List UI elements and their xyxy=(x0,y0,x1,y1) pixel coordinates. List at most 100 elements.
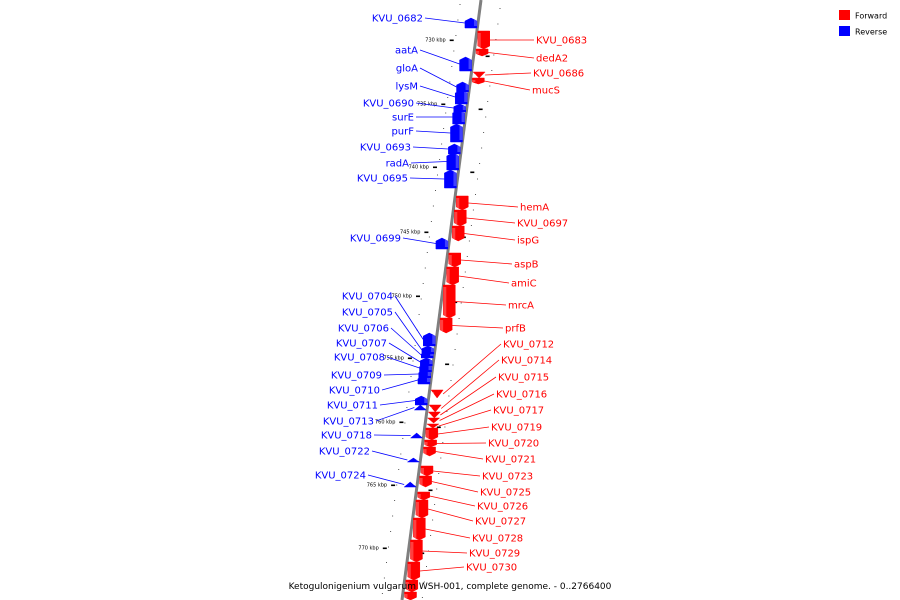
gene-label-forward[interactable]: hemA xyxy=(520,203,549,214)
gene-label-reverse[interactable]: KVU_0724 xyxy=(315,471,366,482)
gene-arrow[interactable] xyxy=(446,152,459,171)
gene-arrow[interactable] xyxy=(406,457,421,463)
gene-label-forward[interactable]: dedA2 xyxy=(536,54,568,65)
gene-label-forward[interactable]: mrcA xyxy=(508,301,534,312)
gene-label-forward[interactable]: KVU_0715 xyxy=(498,373,549,384)
gene-label-forward[interactable]: KVU_0716 xyxy=(496,390,547,401)
gene-label-reverse[interactable]: KVU_0695 xyxy=(357,174,408,185)
gene-label-forward[interactable]: aspB xyxy=(514,260,539,271)
gene-arrow[interactable] xyxy=(452,109,465,125)
gene-arrow[interactable] xyxy=(453,103,467,113)
gene-label-forward[interactable]: KVU_0727 xyxy=(475,517,526,528)
gene-arrow[interactable] xyxy=(454,89,468,105)
gene-arrow[interactable] xyxy=(407,561,421,581)
gene-label-forward[interactable]: prfB xyxy=(505,324,526,335)
gene-arrow[interactable] xyxy=(426,417,441,424)
gene-label-reverse[interactable]: KVU_0713 xyxy=(323,417,374,428)
gene-label-forward[interactable]: KVU_0720 xyxy=(488,439,539,450)
gene-label-forward[interactable]: KVU_0697 xyxy=(517,219,568,230)
gene-arrow[interactable] xyxy=(430,389,444,399)
gene-arrow[interactable] xyxy=(421,345,435,355)
gene-arrow[interactable] xyxy=(419,475,432,488)
gene-arrow[interactable] xyxy=(451,225,465,242)
gene-arrow[interactable] xyxy=(424,439,437,448)
gene-label-forward[interactable]: KVU_0728 xyxy=(472,534,523,545)
gene-label-reverse[interactable]: KVU_0709 xyxy=(331,371,382,382)
gene-arrow[interactable] xyxy=(420,465,434,477)
gene-arrow[interactable] xyxy=(439,317,453,334)
gene-arrow[interactable] xyxy=(415,499,429,519)
gene-label-reverse[interactable]: KVU_0710 xyxy=(329,386,380,397)
gene-label-reverse[interactable]: KVU_0711 xyxy=(327,401,378,412)
gene-arrow[interactable] xyxy=(443,284,456,319)
gene-arrow[interactable] xyxy=(418,369,431,379)
gene-arrow[interactable] xyxy=(472,77,485,85)
gene-arrow[interactable] xyxy=(454,209,467,227)
gene-arrow[interactable] xyxy=(464,17,478,29)
gene-label-reverse[interactable]: KVU_0682 xyxy=(372,14,423,25)
gene-arrow[interactable] xyxy=(477,30,490,50)
gene-label-reverse[interactable]: surE xyxy=(392,113,414,124)
gene-label-forward[interactable]: KVU_0683 xyxy=(536,36,587,47)
gene-arrow[interactable] xyxy=(446,266,459,286)
gene-arrow[interactable] xyxy=(413,404,428,411)
gene-arrow[interactable] xyxy=(428,404,442,413)
gene-arrow[interactable] xyxy=(475,48,489,57)
gene-label-reverse[interactable]: KVU_0722 xyxy=(319,447,370,458)
gene-label-reverse[interactable]: KVU_0708 xyxy=(334,353,385,364)
gene-arrow[interactable] xyxy=(409,432,424,439)
gene-label-reverse[interactable]: aatA xyxy=(395,46,418,57)
gene-label-forward[interactable]: KVU_0725 xyxy=(480,488,531,499)
gene-label-reverse[interactable]: KVU_0707 xyxy=(336,339,387,350)
gene-label-forward[interactable]: KVU_0719 xyxy=(491,423,542,434)
gene-arrow[interactable] xyxy=(403,481,417,488)
gene-arrow[interactable] xyxy=(448,252,462,268)
gene-label-forward[interactable]: amiC xyxy=(511,279,537,290)
gene-arrow[interactable] xyxy=(417,491,430,501)
gene-arrow[interactable] xyxy=(425,427,439,441)
gene-arrow[interactable] xyxy=(426,423,440,429)
gene-label-forward[interactable]: KVU_0717 xyxy=(493,406,544,417)
gene-arrow[interactable] xyxy=(423,446,436,457)
gene-arrow[interactable] xyxy=(448,143,461,155)
gene-label-forward[interactable]: KVU_0730 xyxy=(466,563,517,574)
gene-arrow[interactable] xyxy=(456,195,469,211)
gene-label-forward[interactable]: ispG xyxy=(517,236,539,247)
gene-arrow[interactable] xyxy=(410,539,423,563)
gene-arrow[interactable] xyxy=(417,375,431,385)
gene-arrow[interactable] xyxy=(435,237,449,250)
gene-label-forward[interactable]: KVU_0714 xyxy=(501,356,552,367)
gene-label-reverse[interactable]: KVU_0704 xyxy=(342,292,393,303)
gene-arrow[interactable] xyxy=(427,411,441,419)
gene-label-forward[interactable]: KVU_0686 xyxy=(533,69,584,80)
gene-arrow[interactable] xyxy=(413,517,426,541)
gene-label-reverse[interactable]: gloA xyxy=(396,64,418,75)
gene-label-forward[interactable]: KVU_0726 xyxy=(477,502,528,513)
gene-arrow[interactable] xyxy=(423,332,436,347)
gene-label-reverse[interactable]: KVU_0705 xyxy=(342,308,393,319)
gene-label-forward[interactable]: KVU_0712 xyxy=(503,340,554,351)
gene-arrow[interactable] xyxy=(456,81,469,93)
gene-label-reverse[interactable]: KVU_0718 xyxy=(321,431,372,442)
gene-label-reverse[interactable]: purF xyxy=(391,127,414,138)
gene-arrow[interactable] xyxy=(419,363,432,373)
gene-arrow[interactable] xyxy=(450,123,463,143)
gene-label-forward[interactable]: mucS xyxy=(532,86,560,97)
gene-label-reverse[interactable]: KVU_0690 xyxy=(363,99,414,110)
gene-label-forward[interactable]: KVU_0723 xyxy=(482,472,533,483)
gene-arrow[interactable] xyxy=(420,357,433,367)
gene-arrow[interactable] xyxy=(459,56,472,72)
gene-arrow[interactable] xyxy=(404,591,417,600)
gene-label-reverse[interactable]: lysM xyxy=(395,82,418,93)
gene-arrow[interactable] xyxy=(472,71,486,79)
gene-label-forward[interactable]: KVU_0721 xyxy=(485,455,536,466)
gene-label-reverse[interactable]: KVU_0693 xyxy=(360,143,411,154)
gene-label-reverse[interactable]: KVU_0706 xyxy=(338,324,389,335)
gene-arrow[interactable] xyxy=(444,169,457,189)
gene-arrow[interactable] xyxy=(405,579,419,593)
gene-label-forward[interactable]: KVU_0729 xyxy=(469,549,520,560)
gene-arrow[interactable] xyxy=(415,395,428,406)
gene-arrow[interactable] xyxy=(420,351,434,359)
gene-label-reverse[interactable]: radA xyxy=(386,159,410,170)
gene-label-reverse[interactable]: KVU_0699 xyxy=(350,234,401,245)
